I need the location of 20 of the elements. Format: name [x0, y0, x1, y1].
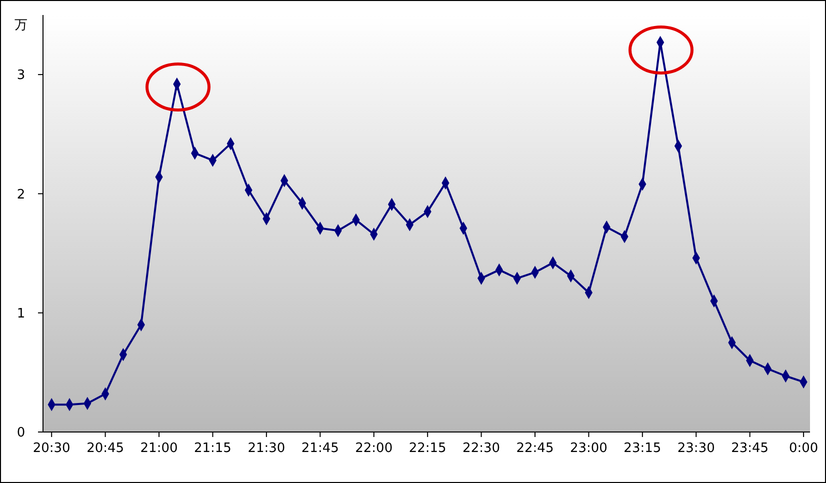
y-tick-label: 1 [16, 306, 26, 322]
y-tick-label: 2 [16, 187, 26, 202]
x-tick-label: 23:00 [570, 441, 608, 456]
x-tick-label: 22:00 [355, 441, 393, 456]
x-tick-label: 22:30 [462, 441, 500, 456]
x-tick-label: 22:45 [516, 441, 554, 456]
x-tick-label: 21:45 [301, 441, 339, 456]
y-tick-label: 3 [16, 68, 26, 84]
x-tick-label: 23:45 [731, 441, 769, 456]
x-tick-label: 23:15 [624, 441, 662, 456]
x-tick-label: 22:15 [408, 441, 446, 456]
y-axis-title: 万 [14, 18, 28, 33]
x-tick-label: 0:00 [788, 441, 818, 456]
x-tick-label: 21:00 [140, 441, 178, 456]
x-tick-label: 23:30 [677, 441, 715, 456]
x-tick-label: 20:45 [86, 441, 124, 456]
x-tick-label: 21:30 [248, 441, 286, 456]
y-tick-label: 0 [16, 426, 26, 441]
x-tick-label: 20:30 [32, 441, 70, 456]
x-tick-label: 21:15 [194, 441, 232, 456]
